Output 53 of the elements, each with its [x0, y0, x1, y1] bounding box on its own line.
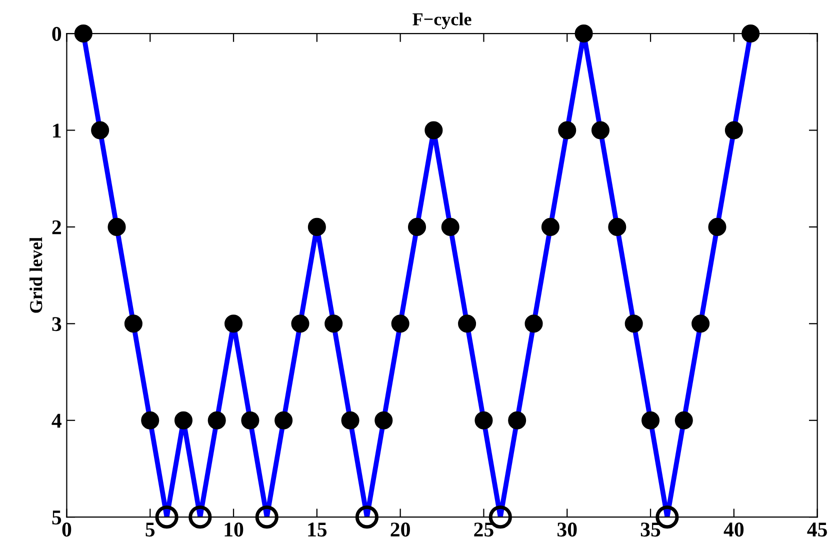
- point: [474, 411, 493, 430]
- y-tick-label: 5: [52, 510, 62, 525]
- point: [391, 314, 410, 333]
- point: [692, 314, 710, 333]
- y-tick-label: 1: [53, 124, 61, 138]
- point: [674, 411, 693, 430]
- y-tick-label: 4: [52, 414, 62, 428]
- point: [608, 218, 626, 236]
- point: [541, 218, 560, 236]
- point: [174, 411, 192, 430]
- point: [374, 411, 393, 430]
- point: [574, 24, 593, 43]
- x-tick-label: 25: [474, 522, 494, 537]
- point: [74, 24, 92, 43]
- chart-title: F−cycle: [412, 12, 472, 30]
- point: [224, 314, 243, 333]
- point: [458, 314, 476, 333]
- point: [508, 411, 526, 430]
- point: [274, 411, 293, 430]
- point: [108, 218, 126, 236]
- point: [708, 218, 726, 236]
- point: [408, 218, 426, 236]
- x-tick-label: 40: [724, 522, 744, 537]
- point: [742, 24, 760, 43]
- point: [441, 218, 460, 236]
- x-tick-label: 35: [640, 522, 660, 537]
- x-tick-label: 0: [62, 522, 72, 537]
- point: [424, 121, 443, 140]
- x-tick-label: 45: [807, 522, 827, 537]
- point: [524, 314, 543, 333]
- x-tick-label: 30: [557, 522, 577, 537]
- point: [591, 121, 610, 140]
- y-axis-title: Grid level: [30, 237, 42, 313]
- point: [291, 314, 310, 333]
- point: [208, 411, 226, 430]
- point: [124, 314, 142, 333]
- point: [624, 314, 643, 333]
- point: [341, 411, 360, 430]
- y-tick-label: 3: [52, 317, 62, 332]
- y-tick-label: 0: [52, 26, 62, 41]
- x-tick-label: 20: [390, 522, 410, 537]
- point: [91, 121, 110, 140]
- y-tick-label: 2: [52, 220, 61, 234]
- point: [308, 218, 326, 236]
- point: [241, 411, 260, 430]
- point: [724, 121, 743, 140]
- point: [141, 411, 160, 430]
- x-tick-label: 10: [224, 522, 244, 537]
- x-tick-label: 5: [146, 522, 155, 537]
- point: [558, 121, 576, 140]
- x-tick-label: 15: [308, 522, 327, 537]
- point: [642, 411, 660, 430]
- point: [324, 314, 343, 333]
